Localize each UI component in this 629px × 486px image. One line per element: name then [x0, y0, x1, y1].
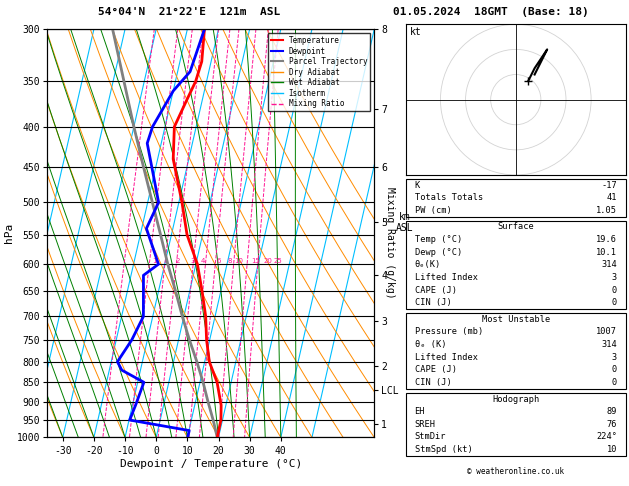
Text: CIN (J): CIN (J): [415, 378, 451, 387]
Text: StmSpd (kt): StmSpd (kt): [415, 445, 472, 454]
Text: 01.05.2024  18GMT  (Base: 18): 01.05.2024 18GMT (Base: 18): [392, 7, 589, 17]
Text: 25: 25: [274, 258, 282, 264]
Text: 2: 2: [175, 258, 180, 264]
Text: 314: 314: [601, 260, 617, 269]
Text: 6: 6: [216, 258, 221, 264]
Text: 19.6: 19.6: [596, 235, 617, 244]
Text: θₑ(K): θₑ(K): [415, 260, 441, 269]
Text: θₑ (K): θₑ (K): [415, 340, 446, 349]
Text: 10: 10: [606, 445, 617, 454]
Text: K: K: [415, 181, 420, 190]
Text: 1: 1: [152, 258, 157, 264]
Text: 15: 15: [252, 258, 260, 264]
Text: 224°: 224°: [596, 433, 617, 441]
Text: SREH: SREH: [415, 420, 435, 429]
Text: CAPE (J): CAPE (J): [415, 286, 457, 295]
Text: 314: 314: [601, 340, 617, 349]
Y-axis label: hPa: hPa: [4, 223, 14, 243]
Text: Pressure (mb): Pressure (mb): [415, 328, 483, 336]
Text: PW (cm): PW (cm): [415, 206, 451, 215]
Text: CIN (J): CIN (J): [415, 298, 451, 307]
Text: Most Unstable: Most Unstable: [482, 315, 550, 324]
Text: Surface: Surface: [498, 223, 534, 231]
Text: 1.05: 1.05: [596, 206, 617, 215]
Text: 10: 10: [235, 258, 243, 264]
Text: StmDir: StmDir: [415, 433, 446, 441]
Y-axis label: km
ASL: km ASL: [396, 212, 413, 233]
Text: Temp (°C): Temp (°C): [415, 235, 462, 244]
Text: Hodograph: Hodograph: [492, 395, 540, 403]
Text: 3: 3: [612, 353, 617, 362]
Text: 3: 3: [612, 273, 617, 282]
Text: kt: kt: [410, 27, 422, 37]
Text: -17: -17: [601, 181, 617, 190]
Text: Dewp (°C): Dewp (°C): [415, 248, 462, 257]
Legend: Temperature, Dewpoint, Parcel Trajectory, Dry Adiabat, Wet Adiabat, Isotherm, Mi: Temperature, Dewpoint, Parcel Trajectory…: [268, 33, 370, 111]
Text: CAPE (J): CAPE (J): [415, 365, 457, 374]
Text: Lifted Index: Lifted Index: [415, 353, 477, 362]
Text: 76: 76: [606, 420, 617, 429]
Text: EH: EH: [415, 407, 425, 416]
Text: 54°04'N  21°22'E  121m  ASL: 54°04'N 21°22'E 121m ASL: [97, 7, 280, 17]
Text: 41: 41: [606, 193, 617, 202]
Text: © weatheronline.co.uk: © weatheronline.co.uk: [467, 467, 564, 476]
Text: 3: 3: [190, 258, 194, 264]
Text: Lifted Index: Lifted Index: [415, 273, 477, 282]
Text: 4: 4: [201, 258, 205, 264]
Text: 89: 89: [606, 407, 617, 416]
Text: 1007: 1007: [596, 328, 617, 336]
Text: 0: 0: [612, 378, 617, 387]
X-axis label: Dewpoint / Temperature (°C): Dewpoint / Temperature (°C): [120, 459, 302, 469]
Text: 20: 20: [264, 258, 273, 264]
Text: Totals Totals: Totals Totals: [415, 193, 483, 202]
Text: 10.1: 10.1: [596, 248, 617, 257]
Text: 8: 8: [228, 258, 232, 264]
Text: 0: 0: [612, 286, 617, 295]
Text: 0: 0: [612, 365, 617, 374]
Text: Mixing Ratio (g/kg): Mixing Ratio (g/kg): [385, 187, 395, 299]
Text: 0: 0: [612, 298, 617, 307]
